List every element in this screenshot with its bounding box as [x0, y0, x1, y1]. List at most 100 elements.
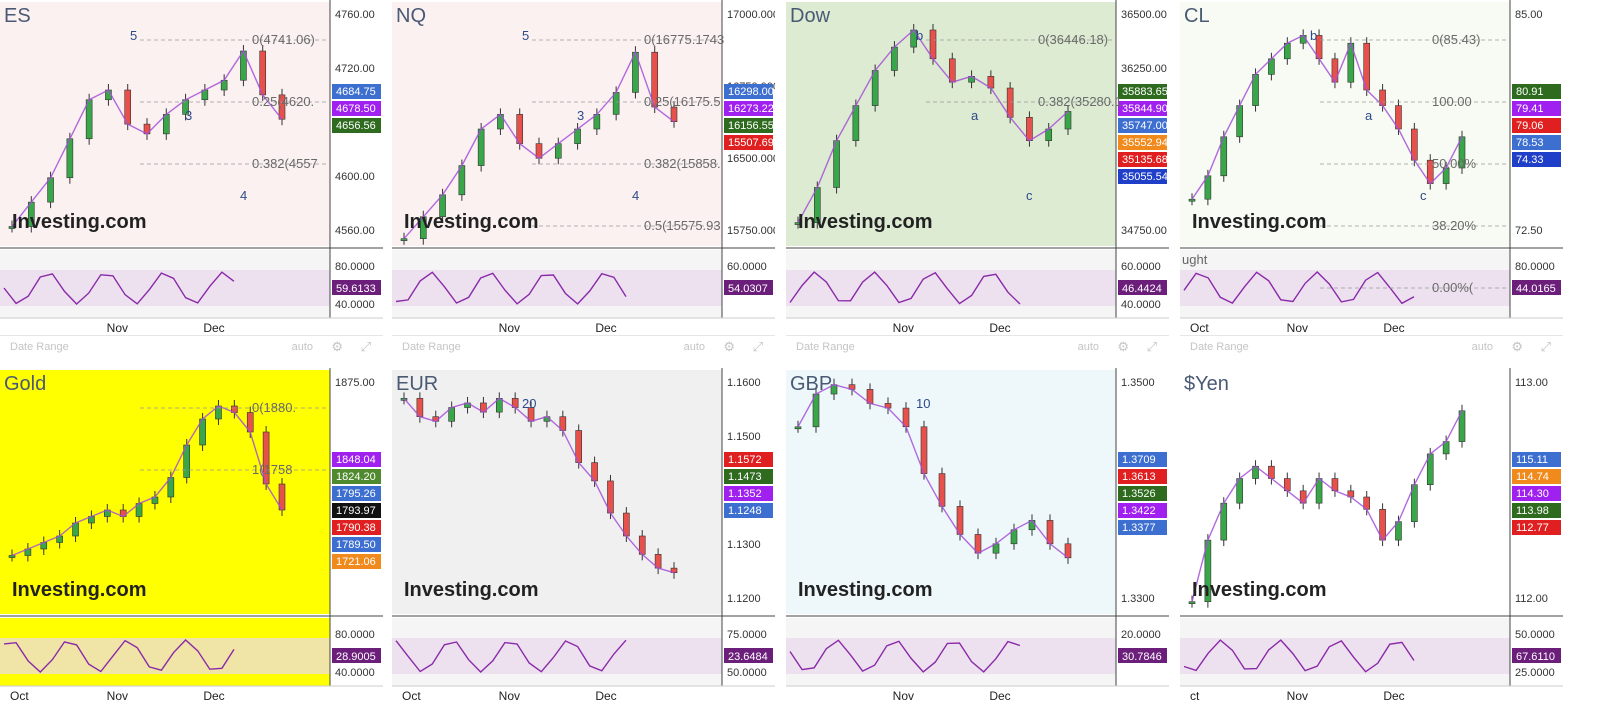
rsi-value-label: 23.6484: [728, 651, 768, 663]
chart-svg: $Yen 113.00 112.00 115.11 114.74 114.30 113.98…: [1180, 368, 1563, 714]
price-label: 79.41: [1516, 103, 1544, 115]
rsi-value-box: [724, 280, 773, 295]
price-label: 16156.5500: [728, 120, 775, 132]
chart-panel-2[interactable]: NQ17000.000016750.000016500.000015750.00…: [392, 0, 775, 358]
investing-watermark: Investing.com: [1192, 579, 1326, 601]
rsi-band: [392, 270, 722, 306]
price-label-box: [724, 452, 773, 467]
gear-icon[interactable]: ⚙: [723, 339, 735, 354]
price-label-box: [1512, 452, 1561, 467]
moving-average-line: [1191, 410, 1463, 602]
candle-body: [871, 70, 879, 106]
chart-panel-3[interactable]: Dow36500.0036250.0036000.0035250.0034750…: [786, 0, 1169, 358]
date-range-button[interactable]: Date Range: [796, 341, 855, 353]
auto-scale-button[interactable]: auto: [1077, 341, 1099, 353]
rsi-line: [3, 639, 235, 673]
month-label: Nov: [893, 689, 914, 703]
price-label: 1824.20: [336, 471, 376, 483]
rsi-axis-tick: 80.0000: [335, 629, 375, 641]
chart-panel-7[interactable]: GBP 1.3500 1.3300 1.3709 1.3613 1.3526 1.3422 1…: [786, 368, 1169, 714]
price-label-box: [724, 101, 773, 116]
fib-label: 1(1758: [252, 462, 292, 477]
rsi-line: [3, 271, 235, 305]
chart-title: Gold: [4, 373, 46, 395]
investing-watermark: Investing.com: [1192, 211, 1326, 233]
expand-icon[interactable]: ⤢: [1146, 339, 1157, 354]
price-label: 1.3526: [1122, 488, 1156, 500]
axis-tick-label: 1.1600: [727, 377, 761, 389]
axis-tick-label: 15750.0000: [727, 225, 775, 237]
chart-panel-5[interactable]: Gold 1875.00 1848.04 1824.20 1795.26 1793.97 1…: [0, 368, 383, 714]
axis-tick-label: 4600.00: [335, 171, 375, 183]
auto-scale-button[interactable]: auto: [291, 341, 313, 353]
fib-label: 50.00%: [1432, 156, 1477, 171]
investing-watermark: Investing.com: [404, 211, 538, 233]
fib-label: 0(36446.18): [1038, 32, 1108, 47]
month-label: Oct: [10, 689, 29, 703]
rsi-value-label: 46.4424: [1122, 283, 1162, 295]
candle-body: [1064, 543, 1072, 559]
price-label-box: [1118, 101, 1167, 116]
rsi-axis-tick: 80.0000: [335, 261, 375, 273]
expand-icon[interactable]: ⤢: [360, 339, 371, 354]
fib-label: 100.00: [1432, 94, 1472, 109]
gear-icon[interactable]: ⚙: [1117, 339, 1129, 354]
axis-tick-label: 16500.0000: [727, 153, 775, 165]
axis-tick-label: 72.50: [1515, 225, 1543, 237]
axis-tick-label: 36500.00: [1121, 9, 1167, 21]
rsi-line: [1183, 639, 1415, 673]
chart-title: ES: [4, 5, 31, 27]
expand-icon[interactable]: ⤢: [1540, 339, 1551, 354]
rsi-line: [395, 271, 627, 305]
moving-average-line: [403, 50, 675, 240]
price-label-box: [1512, 84, 1561, 99]
investing-watermark: Investing.com: [404, 579, 538, 601]
price-label-box: [724, 84, 773, 99]
chart-panel-4[interactable]: CL 85.00 72.50 80.91 79.41 79.06 78.53 74.33 0(8…: [1180, 0, 1563, 358]
price-label-box: [1118, 84, 1167, 99]
wave-label: 4: [632, 188, 639, 203]
date-range-button[interactable]: Date Range: [1190, 341, 1249, 353]
price-label-box: [1118, 135, 1167, 150]
price-label: 113.98: [1516, 505, 1549, 517]
rsi-band: [392, 638, 722, 674]
chart-svg: ES4760.004720.004640.004600.004560.00468…: [0, 0, 383, 346]
expand-icon[interactable]: ⤢: [752, 339, 763, 354]
price-label-box: [724, 469, 773, 484]
candle-body: [794, 426, 802, 430]
date-range-button[interactable]: Date Range: [402, 341, 461, 353]
price-label-box: [1118, 169, 1167, 184]
price-label: 16273.2250: [728, 103, 775, 115]
price-label-box: [1118, 486, 1167, 501]
gear-icon[interactable]: ⚙: [1511, 339, 1523, 354]
price-label-box: [1512, 118, 1561, 133]
price-label: 1789.50: [336, 539, 376, 551]
price-label-box: [1512, 486, 1561, 501]
chart-panel-8[interactable]: $Yen 113.00 112.00 115.11 114.74 114.30 113.98…: [1180, 368, 1563, 714]
auto-scale-button[interactable]: auto: [683, 341, 705, 353]
fib-label: 0(4741.06): [252, 32, 315, 47]
month-label: Oct: [402, 689, 421, 703]
price-label-box: [1512, 503, 1561, 518]
chart-panel-1[interactable]: ES4760.004720.004640.004600.004560.00468…: [0, 0, 383, 358]
chart-panel-6[interactable]: EUR1.16001.15001.14001.13001.12001.15721…: [392, 368, 775, 714]
candle-body: [477, 128, 485, 166]
date-range-button[interactable]: Date Range: [10, 341, 69, 353]
axis-tick-label: 4760.00: [335, 9, 375, 21]
gear-icon[interactable]: ⚙: [331, 339, 343, 354]
rsi-line: [395, 639, 627, 673]
rsi-axis-tick: 40.0000: [335, 667, 375, 679]
rsi-line: [789, 639, 1021, 673]
price-label-box: [1512, 101, 1561, 116]
wave-label: b: [916, 28, 923, 43]
price-label-box: [1512, 520, 1561, 535]
price-label-box: [332, 503, 381, 518]
candle-body: [1458, 410, 1466, 442]
axis-tick-label: 1.1200: [727, 593, 761, 605]
price-label: 35055.54: [1122, 171, 1168, 183]
moving-average-line: [797, 28, 1069, 223]
auto-scale-button[interactable]: auto: [1471, 341, 1493, 353]
axis-tick-label: 4560.00: [335, 225, 375, 237]
price-label-box: [332, 101, 381, 116]
plot-background: [786, 2, 1116, 246]
